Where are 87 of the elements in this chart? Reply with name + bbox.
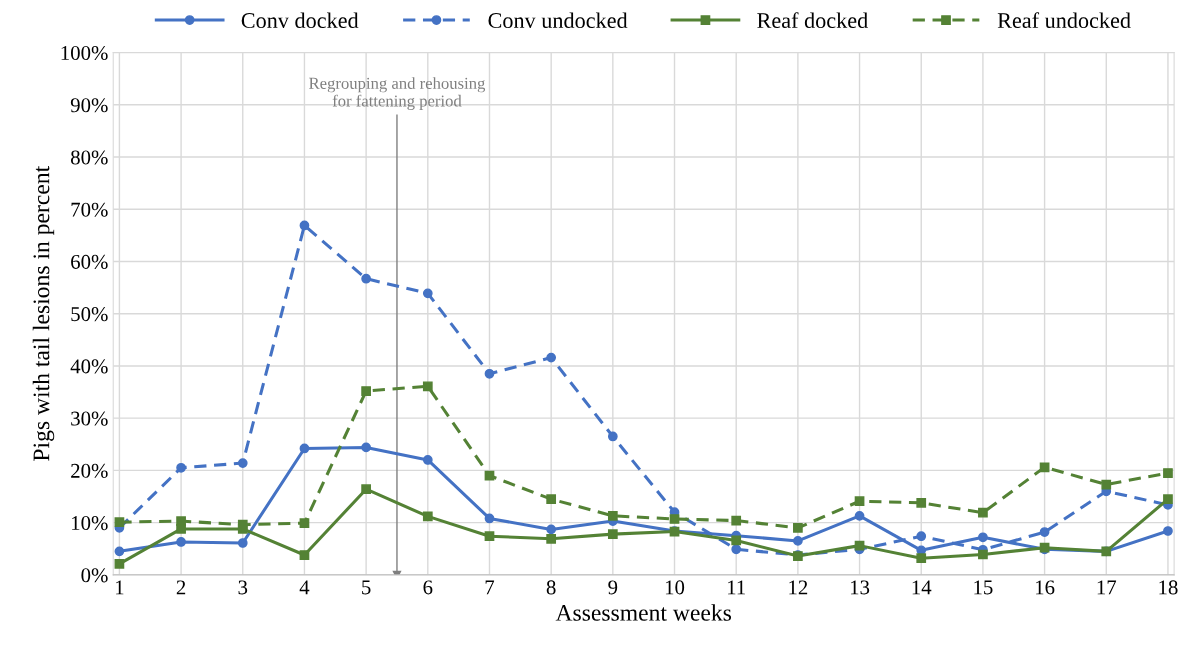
- point: [422, 511, 433, 522]
- point: [731, 544, 742, 555]
- y-tick-label: 90%: [70, 98, 108, 113]
- x-tick-label: 1: [116, 580, 124, 595]
- point: [299, 443, 310, 454]
- x-tick-label: 7: [485, 580, 495, 595]
- ref-line-label: Regrouping and rehousing for fattening period: [309, 77, 486, 111]
- point: [361, 386, 371, 396]
- point: [546, 352, 557, 363]
- x-tick-label: 15: [974, 580, 993, 595]
- legend-label: Reaf undocked: [997, 12, 1131, 29]
- point: [854, 496, 865, 507]
- legend-label: Conv undocked: [488, 12, 628, 29]
- point: [484, 513, 495, 524]
- x-tick-label: 2: [176, 580, 186, 595]
- y-tick-label: 60%: [71, 254, 108, 269]
- point: [916, 497, 927, 508]
- point: [546, 533, 557, 544]
- y-tick-label: 0%: [81, 568, 108, 583]
- point: [176, 462, 186, 473]
- point: [854, 510, 865, 521]
- point: [176, 537, 186, 547]
- point: [299, 220, 310, 231]
- x-tick-label: 18: [1159, 580, 1178, 595]
- point: [484, 368, 495, 379]
- point: [793, 523, 803, 533]
- legend-label: Conv docked: [241, 12, 359, 29]
- point: [484, 531, 495, 542]
- y-axis-title: Pigs with tail lesions in percent: [32, 165, 55, 461]
- y-tick-label: 10%: [72, 516, 108, 531]
- point: [114, 559, 125, 569]
- point: [299, 550, 310, 560]
- point: [114, 517, 125, 527]
- point: [607, 529, 618, 539]
- y-tick-label: 100%: [61, 45, 108, 61]
- point: [978, 532, 988, 543]
- x-tick-label: 4: [299, 580, 310, 595]
- y-tick-label: 70%: [71, 202, 108, 217]
- point: [237, 519, 248, 530]
- point: [978, 507, 988, 518]
- point: [546, 494, 557, 505]
- point: [361, 442, 371, 453]
- point: [422, 455, 433, 465]
- y-tick-label: 20%: [71, 463, 108, 478]
- y-tick-label: 30%: [71, 411, 108, 426]
- x-tick-label: 8: [546, 580, 556, 595]
- point: [793, 536, 803, 546]
- point: [607, 510, 618, 521]
- x-tick-label: 5: [362, 580, 371, 595]
- x-tick-label: 16: [1036, 580, 1055, 595]
- x-tick-label: 10: [665, 580, 685, 595]
- point: [422, 288, 433, 299]
- point: [1039, 462, 1050, 473]
- point: [669, 514, 680, 524]
- point: [422, 381, 433, 392]
- point: [916, 531, 927, 542]
- point: [176, 516, 186, 526]
- point: [361, 484, 371, 495]
- point: [114, 546, 125, 557]
- point: [237, 538, 248, 548]
- point: [731, 535, 742, 546]
- x-tick-label: 12: [789, 580, 808, 595]
- x-axis-title: Assessment weeks: [555, 604, 732, 621]
- point: [1101, 479, 1112, 490]
- point: [361, 273, 371, 284]
- x-tick-label: 9: [608, 580, 618, 595]
- point: [731, 515, 742, 526]
- legend-label: Reaf docked: [757, 12, 868, 29]
- y-tick-label: 40%: [70, 359, 108, 374]
- point: [1163, 494, 1173, 505]
- point: [299, 518, 310, 529]
- point: [607, 431, 618, 442]
- point: [978, 549, 988, 560]
- point: [916, 553, 927, 564]
- point: [1163, 526, 1173, 536]
- x-tick-label: 17: [1097, 580, 1117, 595]
- point: [237, 458, 248, 468]
- x-tick-label: 14: [912, 580, 932, 595]
- x-tick-label: 13: [850, 580, 870, 595]
- point: [1163, 468, 1173, 478]
- y-tick-label: 80%: [70, 150, 108, 165]
- point: [546, 524, 557, 535]
- x-tick-label: 11: [728, 580, 745, 595]
- x-tick-label: 3: [238, 580, 248, 595]
- y-tick-label: 50%: [71, 307, 108, 322]
- point: [1039, 527, 1050, 537]
- x-tick-label: 6: [423, 580, 433, 595]
